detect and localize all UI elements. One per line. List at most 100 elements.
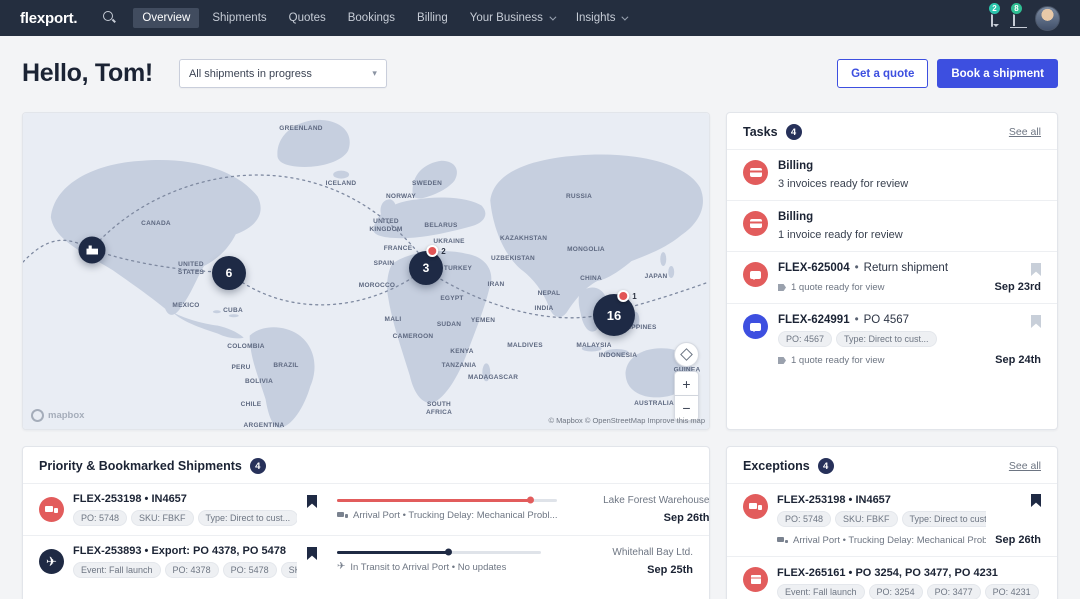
greeting-title: Hello, Tom! — [22, 59, 153, 88]
shipment-id: FLEX-253198 • IN4657 — [777, 494, 986, 506]
map-projection-button[interactable] — [674, 342, 699, 367]
billing-icon — [743, 160, 768, 185]
chip: PO: 5478 — [223, 562, 277, 578]
billing-icon — [743, 211, 768, 236]
exceptions-title: Exceptions — [743, 459, 810, 473]
quote-chat-icon — [743, 314, 768, 339]
tag-icon — [778, 357, 786, 364]
eta-date: Sep 26th — [995, 534, 1041, 546]
map-marker[interactable] — [79, 237, 106, 264]
bookmark-icon[interactable] — [307, 495, 317, 508]
chip: PO: 4378 — [165, 562, 219, 578]
task-item[interactable]: Billing 1 invoice ready for review — [727, 200, 1057, 251]
zoom-in-button[interactable]: + — [674, 371, 699, 396]
user-avatar[interactable] — [1035, 6, 1060, 31]
task-item[interactable]: FLEX-625004•Return shipment 1 quote read… — [727, 251, 1057, 303]
chip: PO: 4231 — [985, 584, 1039, 599]
truck-icon — [777, 537, 788, 544]
chip: PO: 5748 — [777, 511, 831, 527]
nav-item[interactable]: Overview — [133, 8, 199, 28]
eta-date: Sep 25th — [551, 564, 693, 576]
chip: Type: Direct to cust... — [198, 510, 297, 526]
nav-item[interactable]: Billing — [408, 8, 457, 28]
shipment-row[interactable]: FLEX-253198 • IN4657 PO: 5748SKU: FBKFTy… — [23, 483, 709, 535]
exception-row[interactable]: FLEX-253198 • IN4657 PO: 5748SKU: FBKFTy… — [727, 483, 1057, 556]
box-icon — [743, 567, 768, 592]
shipment-id: FLEX-625004 — [778, 262, 850, 274]
priority-count-badge: 4 — [250, 458, 266, 474]
chip: Type: Direct to cust... — [902, 511, 987, 527]
page-header: Hello, Tom! All shipments in progress ▾ … — [0, 36, 1080, 104]
shipment-status: Arrival Port • Trucking Delay: Mechanica… — [793, 535, 986, 546]
messages-button[interactable]: 2 — [991, 9, 993, 27]
shipment-id: FLEX-265161 • PO 3254, PO 3477, PO 4231 — [777, 567, 1041, 579]
notifications-button[interactable]: 8 — [1013, 9, 1015, 27]
chip: PO: 5748 — [73, 510, 127, 526]
chip: PO: 4567 — [778, 331, 832, 347]
chip: Type: Direct to cust... — [836, 331, 937, 347]
plane-icon: ✈ — [337, 562, 345, 572]
chip: PO: 3477 — [927, 584, 981, 599]
map-marker[interactable]: 6 — [212, 256, 246, 290]
truck-icon — [39, 497, 64, 522]
messages-count-badge: 2 — [988, 2, 1001, 15]
mapbox-logo: mapbox — [31, 409, 84, 422]
chevron-down-icon — [622, 13, 629, 20]
exceptions-count-badge: 4 — [818, 458, 834, 474]
chevron-down-icon — [549, 13, 556, 20]
tasks-title: Tasks — [743, 125, 778, 139]
chip: SKU: LVMM — [281, 562, 297, 578]
chip: SKU: FBKF — [835, 511, 898, 527]
destination: Lake Forest Warehouse — [567, 495, 709, 506]
shipment-id: FLEX-624991 — [778, 314, 850, 326]
nav-menu: Overview Shipments Quotes Bookings Billi… — [133, 8, 635, 28]
due-date: Sep 24th — [995, 354, 1041, 366]
chip: SKU: FBKF — [131, 510, 194, 526]
map-attribution[interactable]: © Mapbox © OpenStreetMap Improve this ma… — [548, 416, 705, 425]
exception-row[interactable]: FLEX-265161 • PO 3254, PO 3477, PO 4231 … — [727, 556, 1057, 599]
get-quote-button[interactable]: Get a quote — [837, 59, 928, 88]
bookmark-icon[interactable] — [1031, 315, 1041, 328]
top-nav: flexport. Overview Shipments Quotes Book… — [0, 0, 1080, 36]
world-map[interactable]: GREENLAND ICELAND NORWAY SWEDEN RUSSIA C… — [23, 113, 709, 429]
bookmark-icon[interactable] — [307, 547, 317, 560]
chip: PO: 3254 — [869, 584, 923, 599]
nav-item[interactable]: Shipments — [203, 8, 275, 28]
shipment-row[interactable]: ✈ FLEX-253893 • Export: PO 4378, PO 5478… — [23, 535, 709, 587]
flexport-logo: flexport. — [20, 10, 77, 27]
tasks-see-all-link[interactable]: See all — [1009, 126, 1041, 138]
task-item[interactable]: FLEX-624991•PO 4567 PO: 4567Type: Direct… — [727, 303, 1057, 376]
task-item[interactable]: Billing 3 invoices ready for review — [727, 149, 1057, 200]
exceptions-panel: Exceptions 4 See all FLEX-253198 • IN465… — [726, 446, 1058, 599]
plane-icon: ✈ — [39, 549, 64, 574]
eta-date: Sep 26th — [567, 512, 709, 524]
notifications-count-badge: 8 — [1010, 2, 1023, 15]
search-icon[interactable] — [103, 11, 117, 25]
shipment-id: FLEX-253198 • IN4657 — [73, 493, 297, 505]
shipments-filter-select[interactable]: All shipments in progress ▾ — [179, 59, 387, 88]
map-marker[interactable]: 1 — [617, 290, 636, 302]
chip: Event: Fall launch — [73, 562, 161, 578]
map-marker[interactable]: 2 — [426, 245, 445, 257]
bookmark-icon[interactable] — [1031, 263, 1041, 276]
bookmark-icon[interactable] — [1031, 494, 1041, 507]
due-date: Sep 23rd — [995, 281, 1041, 293]
priority-shipments-panel: Priority & Bookmarked Shipments 4 FLEX-2… — [22, 446, 710, 599]
shipment-id: FLEX-253893 • Export: PO 4378, PO 5478 — [73, 545, 297, 557]
map-panel: GREENLAND ICELAND NORWAY SWEDEN RUSSIA C… — [22, 112, 710, 430]
truck-icon — [743, 494, 768, 519]
tasks-count-badge: 4 — [786, 124, 802, 140]
book-shipment-button[interactable]: Book a shipment — [937, 59, 1058, 88]
quote-chat-icon — [743, 262, 768, 287]
nav-item[interactable]: Insights — [567, 8, 636, 28]
exceptions-see-all-link[interactable]: See all — [1009, 460, 1041, 472]
shipment-status: In Transit to Arrival Port • No updates — [350, 562, 506, 573]
globe-icon — [680, 348, 693, 361]
chevron-down-icon: ▾ — [372, 68, 377, 79]
nav-item[interactable]: Your Business — [461, 8, 563, 28]
priority-title: Priority & Bookmarked Shipments — [39, 459, 242, 473]
shipment-status: Arrival Port • Trucking Delay: Mechanica… — [353, 510, 557, 521]
truck-icon — [337, 512, 348, 519]
nav-item[interactable]: Bookings — [339, 8, 404, 28]
nav-item[interactable]: Quotes — [280, 8, 335, 28]
